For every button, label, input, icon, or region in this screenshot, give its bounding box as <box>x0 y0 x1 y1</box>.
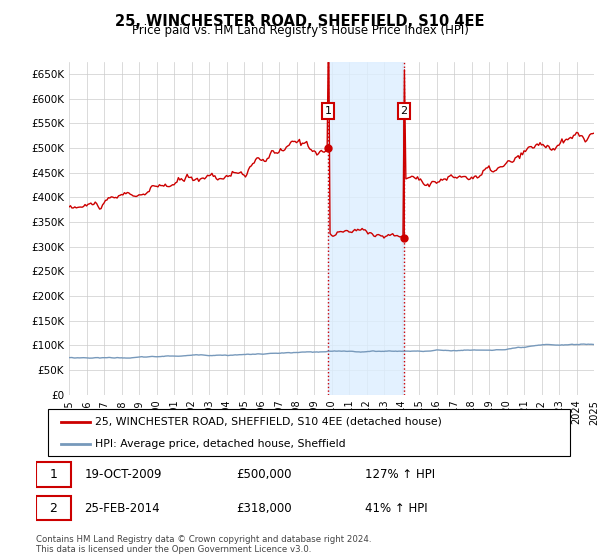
Text: 25, WINCHESTER ROAD, SHEFFIELD, S10 4EE: 25, WINCHESTER ROAD, SHEFFIELD, S10 4EE <box>115 14 485 29</box>
Text: 2: 2 <box>401 106 407 116</box>
Text: £318,000: £318,000 <box>236 502 292 515</box>
Text: 19-OCT-2009: 19-OCT-2009 <box>85 468 162 481</box>
Bar <box>328 62 404 395</box>
Text: Contains HM Land Registry data © Crown copyright and database right 2024.
This d: Contains HM Land Registry data © Crown c… <box>36 535 371 554</box>
Text: 41% ↑ HPI: 41% ↑ HPI <box>365 502 428 515</box>
Text: Price paid vs. HM Land Registry's House Price Index (HPI): Price paid vs. HM Land Registry's House … <box>131 24 469 37</box>
Text: £500,000: £500,000 <box>236 468 292 481</box>
FancyBboxPatch shape <box>36 463 71 487</box>
Text: HPI: Average price, detached house, Sheffield: HPI: Average price, detached house, Shef… <box>95 438 346 449</box>
Text: 1: 1 <box>325 106 331 116</box>
Text: 127% ↑ HPI: 127% ↑ HPI <box>365 468 436 481</box>
Text: 2: 2 <box>50 502 58 515</box>
FancyBboxPatch shape <box>36 496 71 520</box>
Text: 25, WINCHESTER ROAD, SHEFFIELD, S10 4EE (detached house): 25, WINCHESTER ROAD, SHEFFIELD, S10 4EE … <box>95 417 442 427</box>
Text: 25-FEB-2014: 25-FEB-2014 <box>85 502 160 515</box>
Text: 1: 1 <box>50 468 58 481</box>
FancyBboxPatch shape <box>48 409 570 456</box>
